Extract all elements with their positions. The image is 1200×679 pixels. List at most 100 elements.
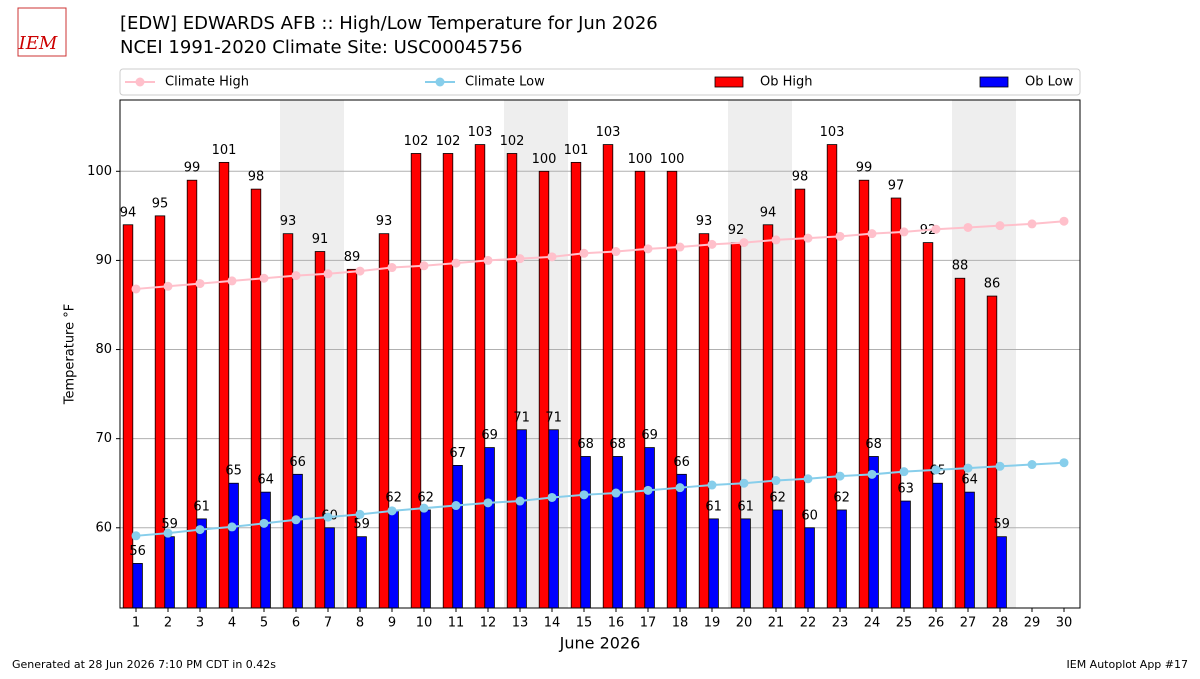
marker (675, 483, 685, 493)
x-tick-label: 15 (576, 616, 593, 631)
line (135, 220, 1065, 290)
marker (515, 254, 525, 264)
data-label: 101 (212, 143, 237, 158)
bar (538, 170, 550, 609)
marker (963, 463, 973, 473)
bar (186, 179, 198, 609)
bar (772, 509, 783, 609)
x-tick-label: 9 (388, 616, 396, 631)
data-label: 98 (792, 170, 809, 185)
marker (1027, 219, 1037, 229)
legend-label: Ob High (760, 75, 813, 90)
logo-frame (17, 7, 67, 57)
x-tick-label: 5 (260, 616, 268, 631)
marker (931, 224, 941, 234)
bar (324, 527, 335, 609)
legend-label: Climate Low (465, 75, 545, 90)
data-label: 65 (225, 464, 242, 479)
bar (570, 161, 582, 609)
marker (419, 261, 429, 271)
y-tick-label: 70 (95, 431, 112, 446)
marker (835, 471, 845, 481)
marker (451, 501, 461, 511)
legend-swatch (714, 76, 744, 88)
y-tick-label: 60 (95, 520, 112, 535)
data-label: 59 (353, 517, 370, 532)
marker (195, 525, 205, 535)
marker (195, 279, 205, 289)
marker (771, 476, 781, 486)
data-label: 62 (385, 490, 402, 505)
bar (868, 456, 879, 609)
marker (1027, 460, 1037, 470)
bar (602, 144, 614, 609)
bar (154, 215, 166, 609)
data-label: 61 (737, 499, 754, 514)
x-tick-label: 21 (768, 616, 785, 631)
bar (730, 242, 742, 609)
bar (506, 153, 518, 609)
data-label: 92 (728, 223, 745, 238)
data-label: 93 (280, 214, 297, 229)
marker (259, 273, 269, 283)
marker (259, 518, 269, 528)
data-label: 59 (993, 517, 1010, 532)
bar (346, 268, 358, 609)
data-label: 66 (289, 455, 306, 470)
logo: IEM (18, 33, 58, 54)
marker (643, 244, 653, 254)
y-tick-label: 90 (95, 253, 112, 268)
y-tick-label: 100 (87, 164, 112, 179)
marker (387, 263, 397, 273)
data-label: 102 (436, 134, 461, 149)
bar (708, 518, 719, 609)
x-tick-label: 16 (608, 616, 625, 631)
x-tick-label: 14 (544, 616, 561, 631)
x-tick-label: 29 (1024, 616, 1041, 631)
x-axis-label: June 2026 (559, 634, 641, 653)
x-tick-label: 1 (132, 616, 140, 631)
marker (643, 485, 653, 495)
marker (291, 271, 301, 281)
marker (547, 492, 557, 502)
marker (611, 488, 621, 498)
marker (707, 239, 717, 249)
marker (291, 515, 301, 525)
marker (227, 276, 237, 286)
data-label: 100 (532, 152, 557, 167)
bar (516, 429, 527, 609)
marker (803, 474, 813, 484)
data-label: 97 (888, 179, 905, 194)
x-tick-label: 12 (480, 616, 497, 631)
data-label: 98 (248, 170, 265, 185)
x-tick-label: 6 (292, 616, 300, 631)
data-label: 60 (801, 508, 818, 523)
bar (612, 456, 623, 609)
legend-swatch (979, 76, 1009, 88)
bar (420, 509, 431, 609)
x-tick-label: 13 (512, 616, 529, 631)
marker (835, 231, 845, 241)
bar (932, 482, 943, 609)
bar (890, 197, 902, 609)
marker (867, 229, 877, 239)
footer-left: Generated at 28 Jun 2026 7:10 PM CDT in … (12, 658, 276, 671)
x-tick-label: 17 (640, 616, 657, 631)
marker (163, 281, 173, 291)
bar (698, 233, 710, 609)
data-label: 68 (577, 437, 594, 452)
bar (356, 536, 367, 609)
data-label: 99 (184, 161, 201, 176)
x-tick-label: 8 (356, 616, 364, 631)
data-label: 59 (161, 517, 178, 532)
bar (132, 563, 143, 609)
marker (355, 509, 365, 519)
bar (676, 473, 687, 609)
bar (922, 242, 934, 609)
marker (771, 235, 781, 245)
footer-right: IEM Autoplot App #17 (1067, 658, 1189, 671)
marker (131, 284, 141, 294)
bar (260, 491, 271, 609)
data-label: 71 (513, 410, 530, 425)
data-label: 86 (984, 277, 1001, 292)
